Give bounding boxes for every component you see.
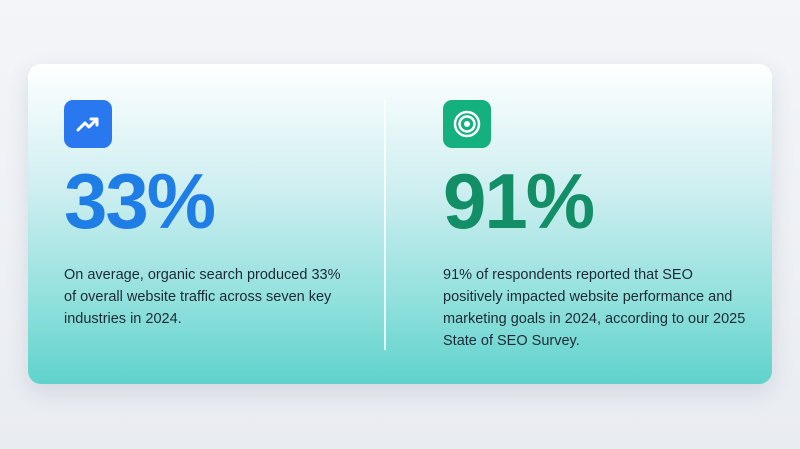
stat-description: 91% of respondents reported that SEO pos… <box>443 267 746 349</box>
divider <box>384 100 386 350</box>
target-glyph <box>453 110 481 138</box>
target-icon <box>443 100 491 148</box>
stat-figure: 33% <box>64 157 216 245</box>
stat-card: 33% On average, organic search produced … <box>28 64 772 384</box>
trend-icon <box>64 100 112 148</box>
stat-figure: 91% <box>443 157 595 245</box>
trend-glyph <box>76 117 99 132</box>
stat-column: 33% On average, organic search produced … <box>64 100 354 330</box>
stat-description: On average, organic search produced 33% … <box>64 267 341 327</box>
stat-column: 91% 91% of respondents reported that SEO… <box>443 100 753 352</box>
